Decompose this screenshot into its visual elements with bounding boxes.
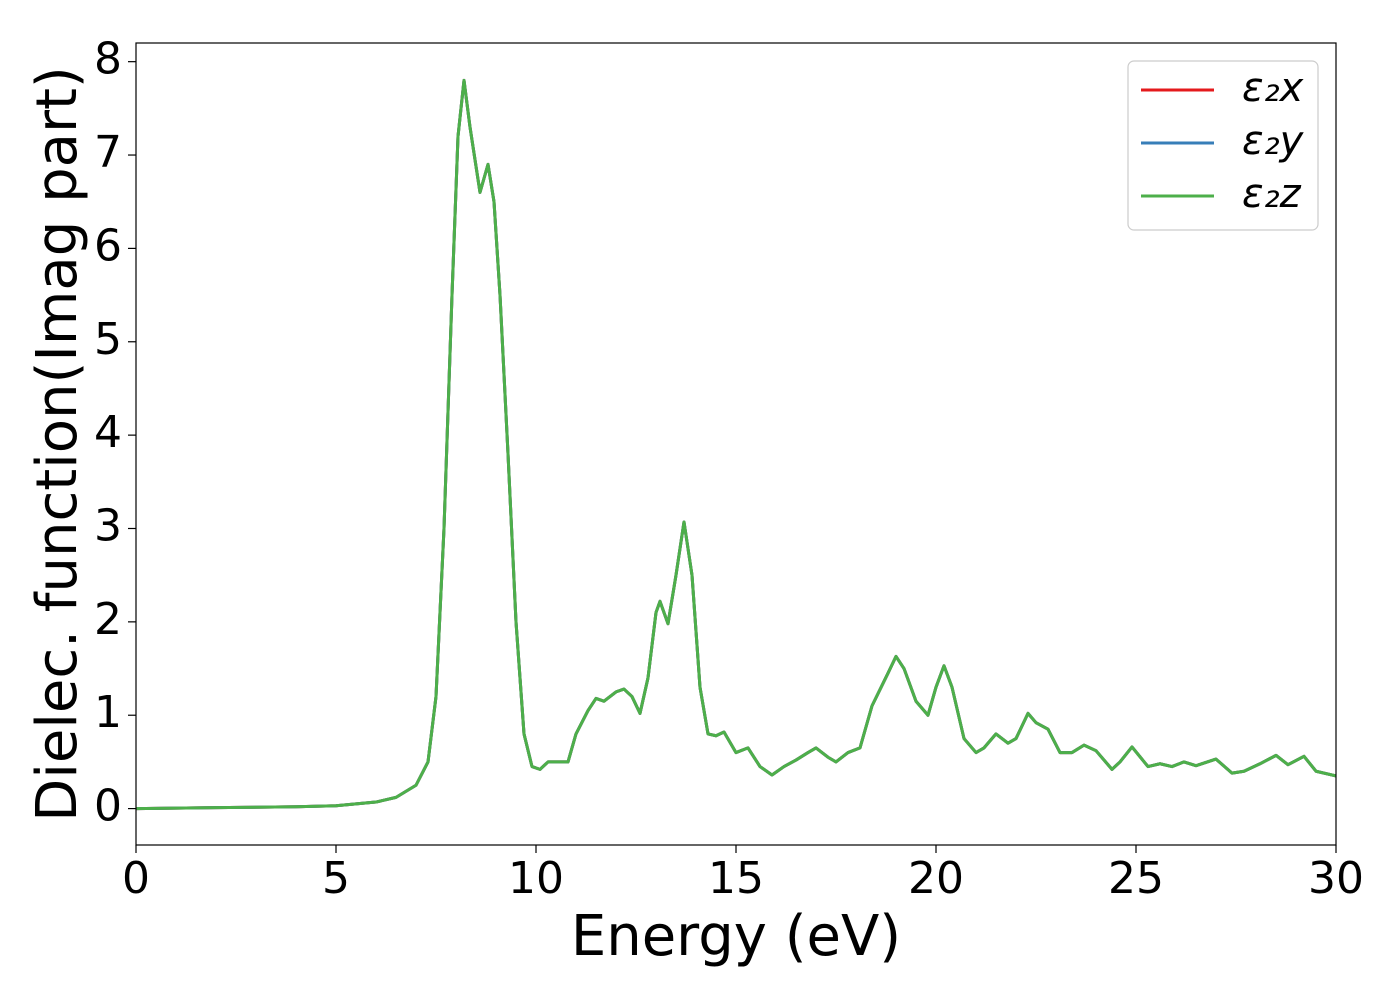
y-tick-label: 4 [94, 407, 122, 458]
x-tick-label: 25 [1108, 853, 1164, 904]
x-tick-label: 15 [708, 853, 764, 904]
y-tick-label: 6 [94, 220, 122, 271]
y-tick-label: 5 [94, 314, 122, 365]
x-tick-label: 20 [908, 853, 964, 904]
y-tick-label: 2 [94, 594, 122, 645]
y-axis-label: Dielec. function(Imag part) [25, 66, 90, 822]
x-axis-label: Energy (eV) [571, 904, 901, 969]
y-tick-label: 0 [94, 781, 122, 832]
x-tick-label: 5 [322, 853, 350, 904]
legend-label: ε₂y [1242, 118, 1305, 164]
x-tick-label: 30 [1308, 853, 1364, 904]
data-line [136, 78, 1336, 811]
x-tick-label: 0 [122, 853, 150, 904]
y-tick-label: 1 [94, 687, 122, 738]
plot-frame [135, 42, 1337, 846]
x-tick-label: 10 [508, 853, 564, 904]
y-tick-label: 3 [94, 500, 122, 551]
legend-label: ε₂z [1242, 171, 1302, 217]
legend-label: ε₂x [1242, 65, 1304, 111]
y-tick-label: 7 [94, 127, 122, 178]
y-tick-label: 8 [94, 34, 122, 85]
legend-box [1127, 60, 1319, 231]
